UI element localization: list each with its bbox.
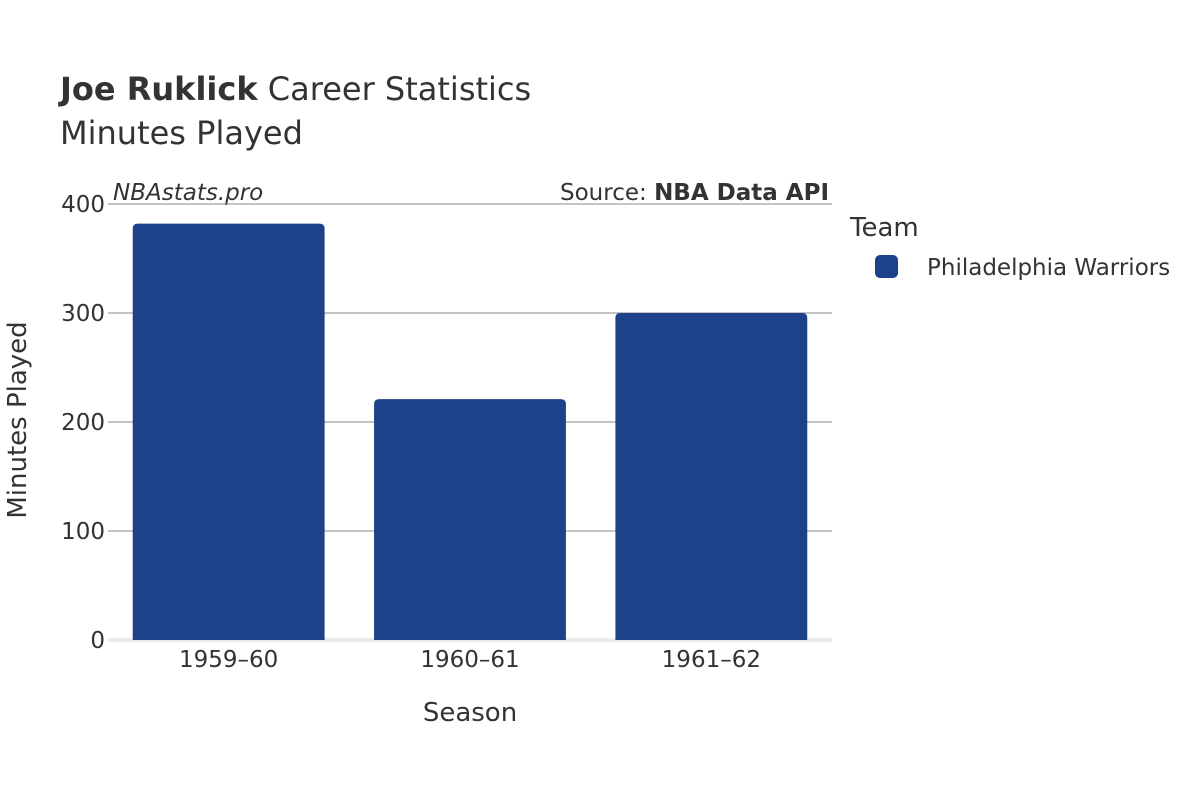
x-tick-labels: 1959–60 1960–61 1961–62 [179, 647, 761, 673]
chart-subtitle: Minutes Played [60, 114, 303, 152]
bar[interactable] [374, 399, 566, 640]
source-prefix: Source: [560, 180, 654, 206]
y-tick-labels: 0 100 200 300 400 [61, 192, 105, 654]
source-label: Source: NBA Data API [560, 180, 829, 206]
y-tick-label: 200 [61, 410, 105, 436]
y-tick-label: 0 [90, 628, 105, 654]
chart-title-rest: Career Statistics [258, 70, 532, 108]
bar[interactable] [615, 313, 808, 640]
x-tick-label: 1959–60 [179, 647, 278, 673]
legend-title: Team [849, 213, 919, 243]
bars [132, 223, 808, 640]
y-tick-label: 300 [61, 301, 105, 327]
source-name: NBA Data API [654, 180, 829, 206]
legend-item-label: Philadelphia Warriors [927, 255, 1170, 281]
watermark: NBAstats.pro [113, 180, 263, 206]
x-tick-label: 1960–61 [420, 647, 519, 673]
legend-swatch [875, 255, 898, 278]
y-tick-label: 100 [61, 519, 105, 545]
chart-title-player: Joe Ruklick [58, 70, 258, 108]
x-axis-label: Season [423, 698, 517, 728]
y-axis-label: Minutes Played [3, 321, 33, 518]
bar[interactable] [132, 223, 325, 640]
legend-items: Philadelphia Warriors [875, 255, 1170, 281]
x-tick-label: 1961–62 [662, 647, 761, 673]
y-tick-label: 400 [61, 192, 105, 218]
legend: Team Philadelphia Warriors [849, 213, 1170, 281]
chart-title: Joe Ruklick Career Statistics [58, 70, 531, 108]
